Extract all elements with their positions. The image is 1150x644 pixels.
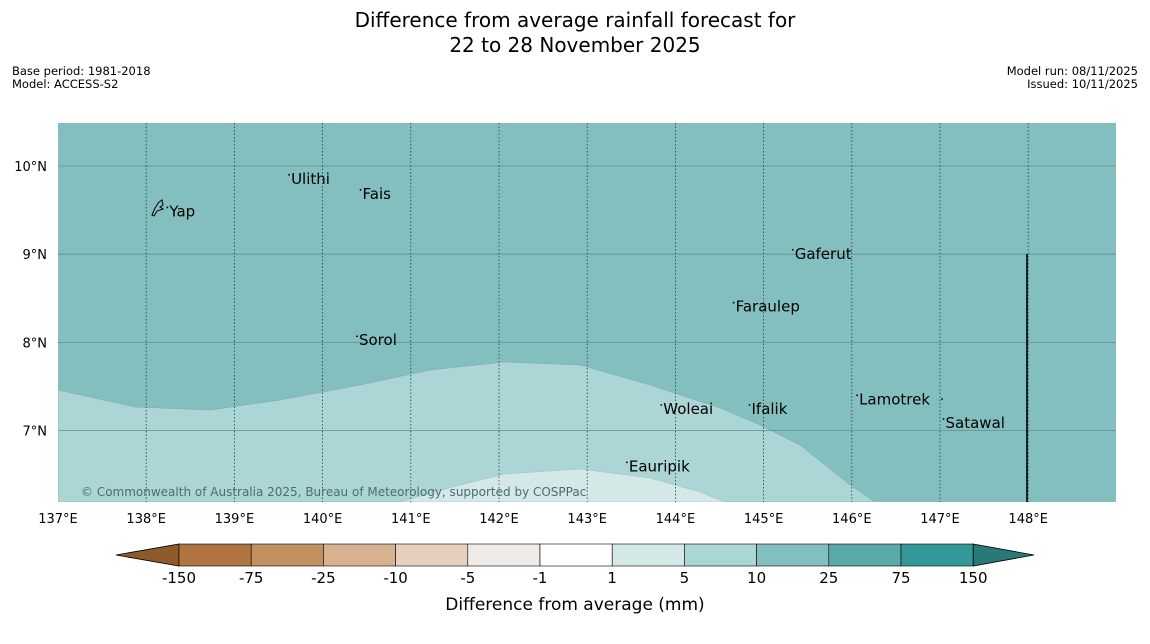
lat-label: 8°N	[23, 336, 48, 351]
lon-label: 148°E	[1008, 512, 1048, 527]
colorbar-segment	[828, 543, 902, 567]
colorbar-tick-label: -5	[460, 569, 475, 587]
colorbar-title: Difference from average (mm)	[445, 595, 704, 615]
colorbar-tick-label: -150	[162, 569, 196, 587]
colorbar-segment	[467, 543, 541, 567]
place-label: Gaferut	[795, 245, 852, 263]
colorbar-segment	[178, 543, 252, 567]
colorbar-tick-label: 5	[680, 569, 690, 587]
place-marker	[856, 394, 858, 397]
base-period-text: Base period: 1981-2018	[12, 64, 151, 78]
place-label: Woleai	[663, 400, 713, 418]
place-label: Faraulep	[736, 298, 800, 316]
rainfall-band-5-10mm	[58, 361, 876, 502]
yap-island-shape	[151, 199, 165, 217]
longitude-labels: 137°E 138°E 139°E 140°E 141°E 142°E 143°E 144°E…	[38, 512, 1048, 527]
lon-label: 144°E	[656, 512, 696, 527]
colorbar-tick-label: -1	[533, 569, 548, 587]
lat-label: 7°N	[23, 425, 48, 440]
place-marker	[748, 404, 751, 406]
colorbar	[115, 543, 1035, 567]
place-label: Eauripik	[629, 457, 690, 475]
lon-label: 147°E	[920, 512, 960, 527]
colorbar-extend-high	[972, 543, 1035, 567]
colorbar-tick-label: -10	[383, 569, 408, 587]
place-label: Ifalik	[751, 400, 787, 418]
place-marker	[359, 188, 362, 191]
place-marker	[288, 173, 290, 176]
map-title: Difference from average rainfall forecas…	[0, 8, 1150, 58]
lon-label: 142°E	[479, 512, 519, 527]
lon-label: 139°E	[215, 512, 255, 527]
issued-text: Issued: 10/11/2025	[1027, 77, 1138, 91]
colorbar-tick-label: 1	[607, 569, 617, 587]
place-marker	[166, 206, 169, 209]
lat-label: 9°N	[23, 248, 48, 263]
model-run-text: Model run: 08/11/2025	[1006, 64, 1138, 78]
copyright-text: © Commonwealth of Australia 2025, Bureau…	[81, 485, 586, 499]
meta-right: Model run: 08/11/2025 Issued: 10/11/2025	[1007, 65, 1138, 91]
colorbar-tick-label: 25	[819, 569, 838, 587]
colorbar-tick-labels: -150 -75 -25 -10 -5 -1 1 5 10 25 75 150	[162, 569, 988, 587]
latitude-labels: 10°N 9°N 8°N 7°N	[14, 160, 47, 440]
colorbar-segment	[611, 543, 685, 567]
colorbar-segment	[900, 543, 974, 567]
place-marker	[942, 418, 945, 421]
colorbar-segment	[756, 543, 830, 567]
place-marker	[356, 335, 358, 338]
place-label: Sorol	[359, 331, 397, 349]
colorbar-segment	[539, 543, 613, 567]
longitude-gridlines	[145, 123, 1029, 502]
lon-label: 138°E	[126, 512, 166, 527]
map-panel: Yap Ulithi Fais Gaferut Faraulep Sorol Lamotre…	[58, 123, 1116, 502]
lon-label: 145°E	[744, 512, 784, 527]
lon-label: 146°E	[832, 512, 872, 527]
lon-label: 140°E	[303, 512, 343, 527]
colorbar-tick-label: 75	[891, 569, 910, 587]
colorbar-segment	[684, 543, 757, 567]
meta-left: Base period: 1981-2018 Model: ACCESS-S2	[12, 65, 151, 91]
place-labels: Yap Ulithi Fais Gaferut Faraulep Sorol Lamotre…	[166, 170, 1005, 475]
place-marker	[732, 301, 735, 304]
place-label: Fais	[363, 185, 392, 203]
title-line-1: Difference from average rainfall forecas…	[354, 8, 796, 32]
title-line-2: 22 to 28 November 2025	[449, 33, 701, 57]
rainfall-band-1-5mm	[399, 468, 726, 502]
place-marker	[791, 248, 794, 251]
colorbar-segment	[250, 543, 324, 567]
islet-dot	[941, 398, 943, 400]
place-label: Lamotrek	[859, 390, 930, 408]
colorbar-tick-label: 10	[747, 569, 766, 587]
colorbar-segment	[323, 543, 396, 567]
colorbar-segment	[395, 543, 469, 567]
place-label: Ulithi	[291, 170, 330, 188]
lon-label: 143°E	[567, 512, 607, 527]
lon-label: 141°E	[391, 512, 431, 527]
place-marker	[660, 404, 663, 406]
lat-label: 10°N	[14, 160, 47, 175]
colorbar-tick-label: -75	[239, 569, 264, 587]
model-text: Model: ACCESS-S2	[12, 77, 119, 91]
lon-label: 137°E	[38, 512, 78, 527]
colorbar-tick-label: 150	[959, 569, 988, 587]
place-label: Yap	[168, 202, 195, 220]
place-label: Satawal	[946, 414, 1005, 432]
place-marker	[625, 461, 628, 464]
colorbar-extend-low	[115, 543, 180, 567]
colorbar-tick-label: -25	[311, 569, 336, 587]
